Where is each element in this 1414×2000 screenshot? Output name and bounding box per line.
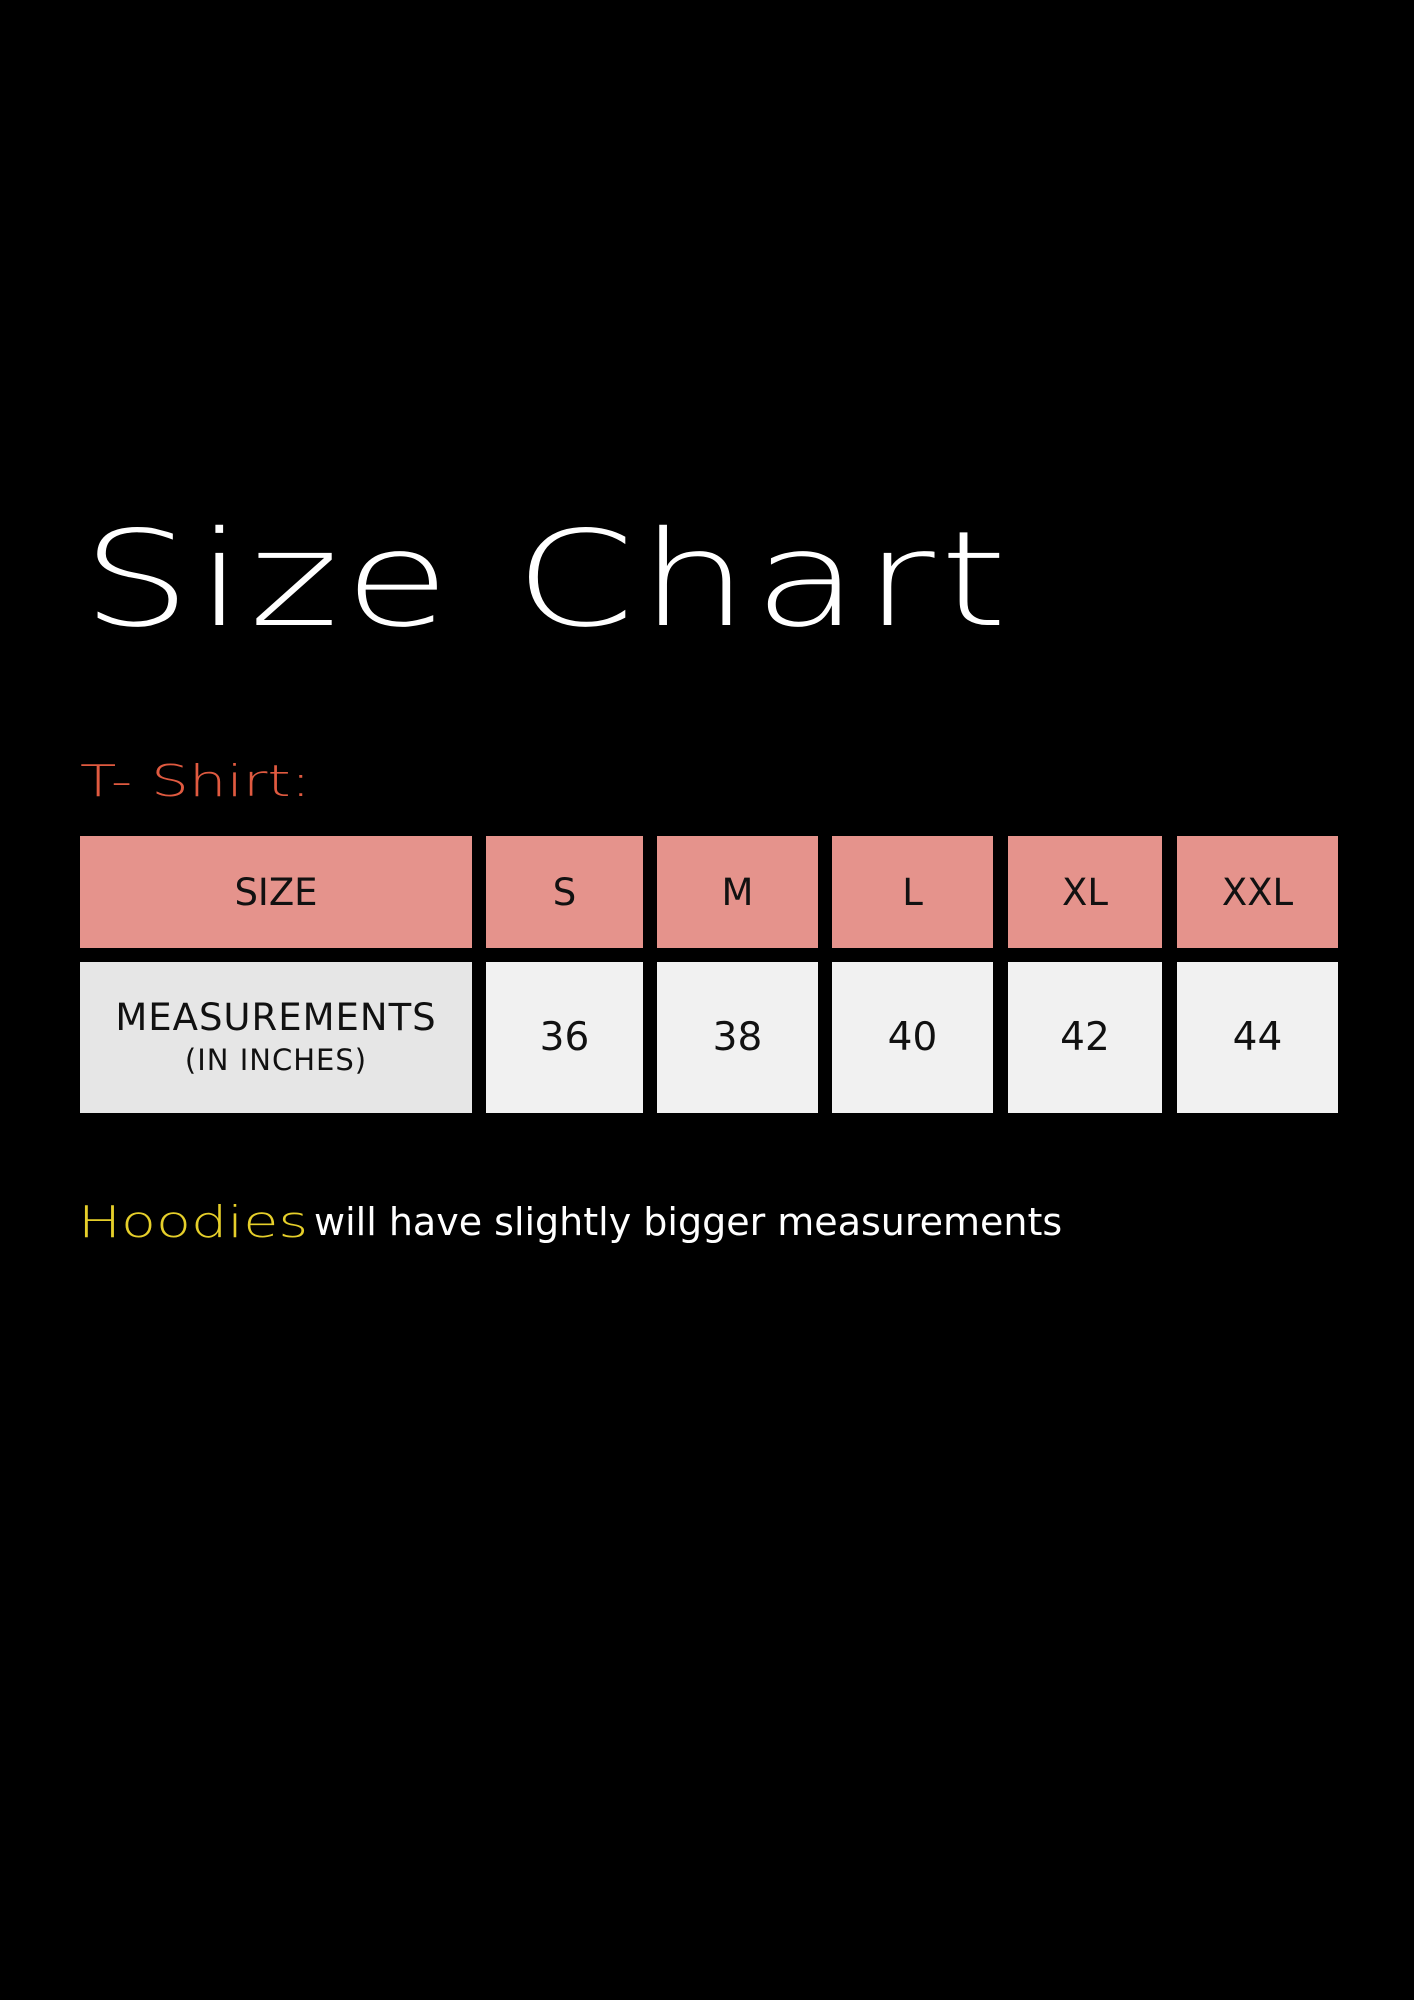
header-cell-xl: XL: [1008, 836, 1162, 948]
header-cell-size: SIZE: [80, 836, 472, 948]
header-cell-s: S: [486, 836, 643, 948]
note-highlight: Hoodies: [78, 1196, 309, 1248]
header-cell-l: L: [832, 836, 993, 948]
measurement-cell-l: 40: [832, 962, 993, 1113]
section-subtitle: T- Shirt:: [80, 756, 311, 807]
size-table: SIZE S M L XL XXL MEASUREMENTS (IN INCHE…: [80, 836, 1338, 1113]
measurement-cell-s: 36: [486, 962, 643, 1113]
header-cell-m: M: [657, 836, 818, 948]
row-label-main: MEASUREMENTS: [115, 995, 437, 1039]
page-title: Size Chart: [82, 503, 1013, 657]
header-cell-xxl: XXL: [1177, 836, 1338, 948]
hoodies-note: Hoodies will have slightly bigger measur…: [78, 1192, 1062, 1252]
note-text: will have slightly bigger measurements: [314, 1200, 1063, 1244]
measurement-cell-xl: 42: [1008, 962, 1162, 1113]
row-label-measurements: MEASUREMENTS (IN INCHES): [80, 962, 472, 1113]
measurement-cell-xxl: 44: [1177, 962, 1338, 1113]
row-label-unit: (IN INCHES): [184, 1042, 368, 1077]
measurement-cell-m: 38: [657, 962, 818, 1113]
